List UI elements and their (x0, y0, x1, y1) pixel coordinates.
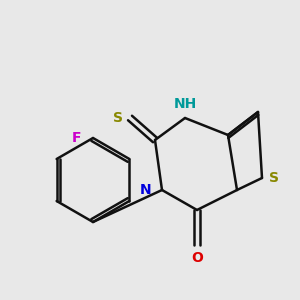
Text: O: O (191, 251, 203, 265)
Text: F: F (71, 131, 81, 145)
Text: S: S (112, 111, 122, 125)
Text: NH: NH (173, 97, 196, 110)
Text: N: N (140, 183, 152, 197)
Text: S: S (269, 171, 280, 185)
